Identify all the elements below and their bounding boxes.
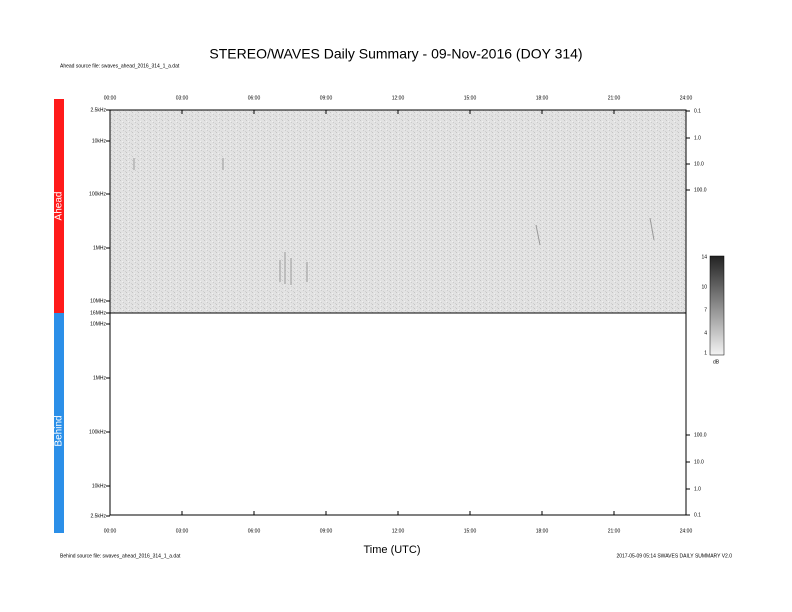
time-tick-label: 12:00 — [392, 95, 405, 101]
colorbar-tick-label: 14 — [701, 254, 707, 260]
spectrogram — [110, 110, 686, 313]
right-tick-label: 0.1 — [694, 512, 701, 518]
colorbar-tick-label: 10 — [701, 284, 707, 290]
panel-label: Ahead — [54, 192, 65, 221]
time-tick-label: 00:00 — [104, 528, 117, 534]
x-label: Time (UTC) — [363, 544, 420, 556]
title: STEREO/WAVES Daily Summary - 09-Nov-2016… — [209, 46, 582, 62]
freq-tick-label: 10kHz — [92, 483, 107, 489]
ticks: 00:00 00:00 03:00 03:00 06:00 06:00 09:00 09:00… — [89, 95, 707, 534]
behind-bar — [54, 313, 64, 533]
colorbar-tick-label: 1 — [704, 350, 707, 356]
source-file: Ahead source file: swaves_ahead_2016_314… — [60, 63, 180, 69]
ahead-bar — [54, 99, 64, 313]
right-tick-label: 1.0 — [694, 486, 701, 492]
freq-tick-label: 1MHz — [93, 245, 107, 251]
freq-tick-label: 10MHz — [90, 298, 106, 304]
time-tick-label: 03:00 — [176, 528, 189, 534]
right-tick-label: 1.0 — [694, 135, 701, 141]
colorbar — [709, 255, 725, 356]
freq-tick-label: 100kHz — [89, 429, 106, 435]
freq-tick-label: 10kHz — [92, 138, 107, 144]
frame — [109, 312, 687, 516]
freq-tick-label: 2.5kHz — [90, 107, 106, 113]
freq-tick-label: 100kHz — [89, 191, 106, 197]
panel-label: Behind — [54, 415, 65, 446]
colorbar-tick-label: 7 — [704, 307, 707, 313]
time-tick-label: 09:00 — [320, 528, 333, 534]
time-tick-label: 21:00 — [608, 95, 621, 101]
time-tick-label: 18:00 — [536, 528, 549, 534]
right-tick-label: 100.0 — [694, 432, 707, 438]
time-tick-label: 09:00 — [320, 95, 333, 101]
time-tick-label: 15:00 — [464, 528, 477, 534]
time-tick-label: 03:00 — [176, 95, 189, 101]
footer-note: 2017-05-09 05:14 SWAVES DAILY SUMMARY V2… — [616, 553, 732, 559]
time-tick-label: 00:00 — [104, 95, 117, 101]
right-tick-label: 0.1 — [694, 108, 701, 114]
freq-tick-label: 2.5kHz — [90, 513, 106, 519]
time-tick-label: 24:00 — [680, 95, 693, 101]
time-tick-label: 12:00 — [392, 528, 405, 534]
right-tick-label: 10.0 — [694, 459, 704, 465]
time-tick-label: 24:00 — [680, 528, 693, 534]
freq-tick-label: 10MHz — [90, 321, 106, 327]
time-tick-label: 06:00 — [248, 528, 261, 534]
time-tick-label: 18:00 — [536, 95, 549, 101]
colorbar-unit: dB — [713, 359, 720, 365]
right-tick-label: 100.0 — [694, 187, 707, 193]
freq-tick-label: 16MHz — [90, 310, 106, 316]
colorbar-tick-label: 4 — [704, 330, 707, 336]
freq-tick-label: 1MHz — [93, 375, 107, 381]
time-tick-label: 06:00 — [248, 95, 261, 101]
time-tick-label: 21:00 — [608, 528, 621, 534]
bursts — [133, 158, 655, 285]
time-tick-label: 15:00 — [464, 95, 477, 101]
right-tick-label: 10.0 — [694, 161, 704, 167]
source-file: Behind source file: swaves_ahead_2016_31… — [60, 553, 181, 559]
